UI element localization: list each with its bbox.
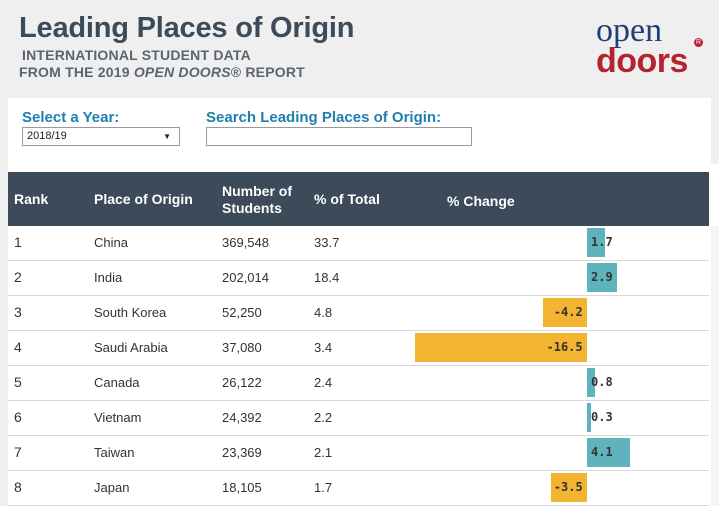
page-title: Leading Places of Origin bbox=[19, 12, 355, 44]
rank-cell: 6 bbox=[14, 409, 22, 425]
header-students-line2: Students bbox=[222, 200, 282, 216]
table-header: Rank Place of Origin Number of Students … bbox=[8, 172, 709, 226]
pct-total-cell: 2.1 bbox=[314, 445, 333, 460]
place-cell: India bbox=[94, 270, 123, 285]
change-bar-positive bbox=[587, 263, 618, 292]
pct-total-cell: 18.4 bbox=[314, 270, 340, 285]
filter-controls: Select a Year: 2018/19 ▼ Search Leading … bbox=[0, 98, 719, 164]
pct-total-cell: 2.4 bbox=[314, 375, 333, 390]
change-bar-negative bbox=[550, 473, 587, 502]
table-row[interactable]: 7 Taiwan 23,369 2.1 4.1 bbox=[8, 436, 709, 471]
pct-total-cell: 3.4 bbox=[314, 340, 333, 355]
students-cell: 37,080 bbox=[222, 340, 262, 355]
rank-cell: 8 bbox=[14, 479, 22, 495]
pct-total-cell: 1.7 bbox=[314, 480, 333, 495]
left-gutter bbox=[0, 164, 8, 506]
rank-cell: 2 bbox=[14, 269, 22, 285]
header-students-line1: Number of bbox=[222, 183, 292, 199]
table-row[interactable]: 5 Canada 26,122 2.4 0.8 bbox=[8, 366, 709, 401]
rank-cell: 1 bbox=[14, 234, 22, 250]
year-select-label: Select a Year: bbox=[22, 109, 120, 126]
students-cell: 202,014 bbox=[222, 270, 269, 285]
search-input[interactable] bbox=[206, 127, 472, 146]
students-cell: 18,105 bbox=[222, 480, 262, 495]
page-subtitle-line1: INTERNATIONAL STUDENT DATA bbox=[22, 47, 251, 63]
header-rank[interactable]: Rank bbox=[14, 191, 49, 207]
table-row[interactable]: 1 China 369,548 33.7 1.7 bbox=[8, 226, 709, 261]
change-bar-negative bbox=[415, 333, 587, 362]
change-label: 0.8 bbox=[591, 375, 613, 389]
change-label: -3.5 bbox=[553, 480, 583, 494]
pct-total-cell: 4.8 bbox=[314, 305, 333, 320]
students-cell: 52,250 bbox=[222, 305, 262, 320]
open-doors-logo: open R doors bbox=[596, 14, 706, 82]
search-label: Search Leading Places of Origin: bbox=[206, 109, 442, 126]
subtitle-suffix: ® REPORT bbox=[230, 64, 305, 80]
year-select-value: 2018/19 bbox=[27, 130, 67, 142]
change-bar-positive bbox=[587, 228, 605, 257]
subtitle-prefix: FROM THE 2019 bbox=[19, 64, 134, 80]
students-cell: 24,392 bbox=[222, 410, 262, 425]
pct-total-cell: 33.7 bbox=[314, 235, 340, 250]
students-cell: 369,548 bbox=[222, 235, 269, 250]
subtitle-italic: OPEN DOORS bbox=[133, 64, 231, 80]
change-label: 1.7 bbox=[591, 235, 613, 249]
change-bar-positive bbox=[587, 368, 596, 397]
place-cell: Vietnam bbox=[94, 410, 142, 425]
header-students[interactable]: Number of Students bbox=[222, 183, 292, 217]
place-cell: South Korea bbox=[94, 305, 167, 320]
place-cell: Canada bbox=[94, 375, 140, 390]
table-row[interactable]: 3 South Korea 52,250 4.8 -4.2 bbox=[8, 296, 709, 331]
students-cell: 26,122 bbox=[222, 375, 262, 390]
students-cell: 23,369 bbox=[222, 445, 262, 460]
change-label: 2.9 bbox=[591, 270, 613, 284]
table-row[interactable]: 4 Saudi Arabia 37,080 3.4 -16.5 bbox=[8, 331, 709, 366]
logo-registered-mark: R bbox=[694, 38, 703, 47]
header-place[interactable]: Place of Origin bbox=[94, 191, 193, 207]
change-bar-positive bbox=[587, 403, 591, 432]
change-bar-negative bbox=[543, 298, 587, 327]
change-bar-positive bbox=[587, 438, 630, 467]
rank-cell: 7 bbox=[14, 444, 22, 460]
place-cell: Japan bbox=[94, 480, 130, 495]
place-cell: Saudi Arabia bbox=[94, 340, 168, 355]
change-label: -16.5 bbox=[546, 340, 583, 354]
pct-total-cell: 2.2 bbox=[314, 410, 333, 425]
change-label: 0.3 bbox=[591, 410, 613, 424]
places-table: Rank Place of Origin Number of Students … bbox=[8, 172, 709, 506]
header-pct-total[interactable]: % of Total bbox=[314, 191, 380, 207]
place-cell: China bbox=[94, 235, 128, 250]
year-select[interactable]: 2018/19 ▼ bbox=[22, 127, 180, 146]
table-row[interactable]: 8 Japan 18,105 1.7 -3.5 bbox=[8, 471, 709, 506]
header-pct-change[interactable]: % Change bbox=[447, 193, 515, 209]
caret-down-icon: ▼ bbox=[163, 132, 171, 141]
table-row[interactable]: 6 Vietnam 24,392 2.2 0.3 bbox=[8, 401, 709, 436]
report-header: Leading Places of Origin INTERNATIONAL S… bbox=[0, 0, 719, 98]
table-scrollbar[interactable] bbox=[711, 226, 719, 506]
change-label: 4.1 bbox=[591, 445, 613, 459]
table-row[interactable]: 2 India 202,014 18.4 2.9 bbox=[8, 261, 709, 296]
change-label: -4.2 bbox=[553, 305, 583, 319]
place-cell: Taiwan bbox=[94, 445, 135, 460]
rank-cell: 5 bbox=[14, 374, 22, 390]
rank-cell: 4 bbox=[14, 339, 22, 355]
rank-cell: 3 bbox=[14, 304, 22, 320]
logo-open-text: open bbox=[596, 12, 663, 49]
logo-doors-text: doors bbox=[596, 42, 688, 80]
page-subtitle-line2: FROM THE 2019 OPEN DOORS® REPORT bbox=[19, 64, 305, 80]
